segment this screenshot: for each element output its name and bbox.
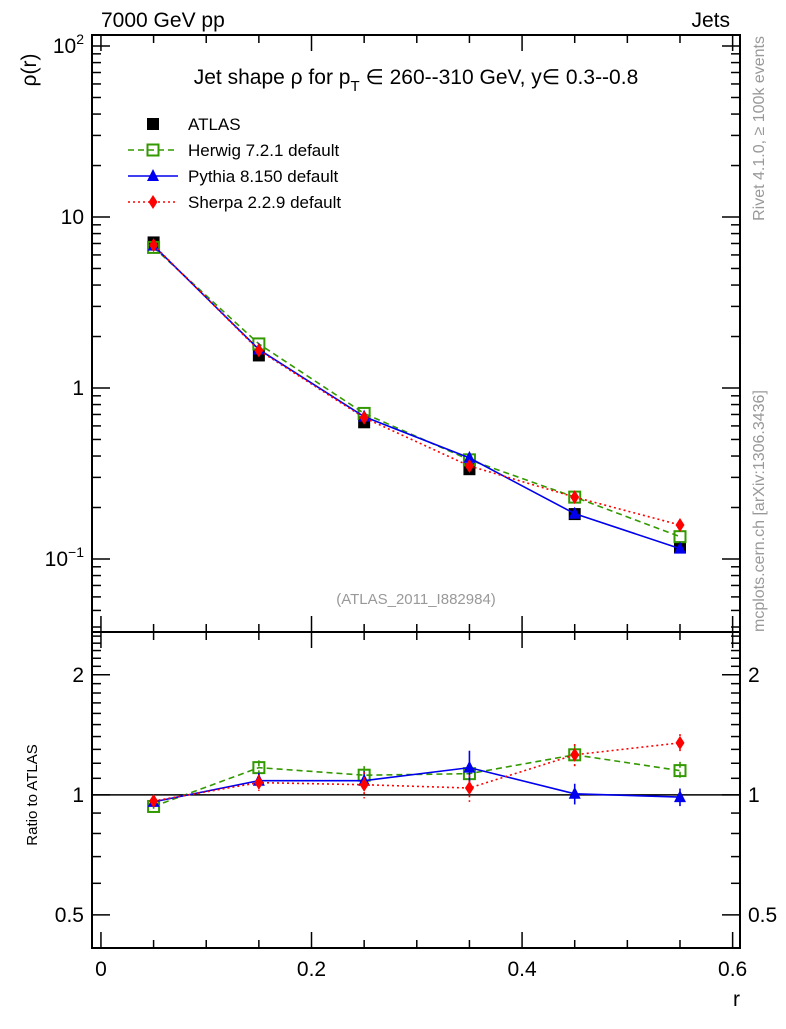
marker-diamond bbox=[148, 195, 158, 209]
y-tick-label: 10 bbox=[61, 206, 84, 229]
marker-diamond bbox=[675, 735, 685, 750]
y-tick-label: 0.5 bbox=[55, 904, 84, 927]
side-text-bottom: mcplots.cern.ch [arXiv:1306.3436] bbox=[751, 390, 768, 632]
x-tick-label: 0.2 bbox=[297, 958, 326, 981]
y-tick-label-right: 1 bbox=[748, 784, 760, 807]
marker-open-square bbox=[673, 764, 687, 778]
y-tick-label: 102 bbox=[53, 31, 84, 58]
y-tick-label-right: 2 bbox=[748, 664, 760, 687]
ratio-ylabel: Ratio to ATLAS bbox=[24, 744, 41, 845]
y-tick-label: 10−1 bbox=[45, 544, 85, 571]
legend: ATLAS Herwig 7.2.1 default Pythia 8.150 de… bbox=[128, 115, 341, 212]
series-sherpa bbox=[149, 238, 685, 533]
series-herwig bbox=[147, 744, 687, 813]
series-line bbox=[153, 766, 681, 803]
header-right: Jets bbox=[691, 9, 730, 32]
main-ylabel: ρ(r) bbox=[18, 54, 41, 87]
marker-triangle bbox=[463, 450, 476, 463]
series-line bbox=[153, 753, 681, 808]
legend-label: Sherpa 2.2.9 default bbox=[188, 193, 341, 212]
analysis-annotation: (ATLAS_2011_I882984) bbox=[336, 591, 496, 608]
header-left: 7000 GeV pp bbox=[101, 9, 225, 32]
x-tick-label: 0.4 bbox=[507, 958, 537, 981]
series-line bbox=[153, 246, 681, 538]
plot-frame bbox=[91, 631, 741, 949]
title-part-a: Jet shape ρ for p bbox=[194, 66, 351, 89]
y-tick-label: 1 bbox=[72, 377, 84, 400]
marker-triangle bbox=[673, 790, 686, 803]
marker-diamond bbox=[675, 518, 685, 533]
marker-diamond bbox=[464, 781, 474, 796]
series-herwig bbox=[147, 240, 687, 544]
series-line bbox=[153, 244, 681, 526]
marker-triangle bbox=[147, 169, 159, 181]
marker-diamond bbox=[149, 793, 159, 808]
marker-triangle bbox=[568, 786, 581, 799]
legend-label: Herwig 7.2.1 default bbox=[188, 141, 339, 160]
marker-diamond bbox=[359, 777, 369, 792]
marker-open-square bbox=[146, 143, 160, 157]
marker-diamond bbox=[254, 343, 264, 358]
ratio-panel: 0.5 0.5 1 1 2 2 0 0.2 0.4 0.6 bbox=[55, 631, 777, 981]
main-title: Jet shape ρ for pT ∈ 260--310 GeV, y∈ 0.… bbox=[194, 66, 639, 95]
y-tick-label: 2 bbox=[72, 664, 84, 687]
title-subscript: T bbox=[350, 78, 359, 95]
side-text-top: Rivet 4.1.0, ≥ 100k events bbox=[751, 36, 768, 221]
x-tick-label: 0 bbox=[95, 958, 107, 981]
x-tick-label: 0.6 bbox=[718, 958, 747, 981]
legend-item: Pythia 8.150 default bbox=[128, 167, 339, 186]
marker-diamond bbox=[254, 775, 264, 790]
marker-diamond bbox=[570, 490, 580, 505]
marker-open-square bbox=[673, 530, 687, 544]
y-tick-label-right: 0.5 bbox=[748, 904, 777, 927]
marker-triangle bbox=[673, 541, 686, 554]
marker-triangle bbox=[463, 760, 476, 773]
series-pythia bbox=[147, 238, 686, 554]
marker-diamond bbox=[149, 238, 159, 253]
title-part-b: ∈ 260--310 GeV, y∈ 0.3--0.8 bbox=[360, 66, 639, 89]
legend-item: ATLAS bbox=[147, 115, 241, 134]
main-panel: 10−1 1 10 102 ATLAS Herwig 7.2.1 default Pythi… bbox=[45, 31, 741, 633]
marker-diamond bbox=[359, 410, 369, 425]
marker-triangle bbox=[568, 506, 581, 519]
series-line bbox=[153, 742, 681, 802]
legend-label: ATLAS bbox=[188, 115, 241, 134]
series-line bbox=[153, 245, 681, 550]
marker-diamond bbox=[464, 458, 474, 473]
y-tick-label: 1 bbox=[72, 784, 84, 807]
legend-item: Sherpa 2.2.9 default bbox=[128, 193, 341, 212]
marker-square bbox=[147, 118, 159, 130]
legend-item: Herwig 7.2.1 default bbox=[128, 141, 339, 160]
legend-label: Pythia 8.150 default bbox=[188, 167, 339, 186]
marker-diamond bbox=[570, 747, 580, 762]
series-sherpa bbox=[149, 734, 685, 808]
x-axis-label: r bbox=[733, 988, 740, 1011]
